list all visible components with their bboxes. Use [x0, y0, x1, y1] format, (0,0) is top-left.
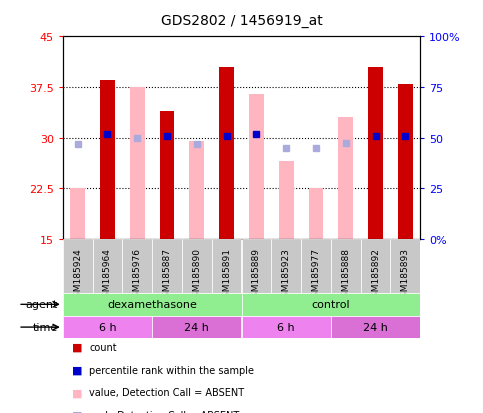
Bar — [63, 293, 242, 316]
Bar — [93, 240, 122, 293]
Text: 24 h: 24 h — [363, 322, 388, 332]
Text: 6 h: 6 h — [99, 322, 116, 332]
Text: ■: ■ — [72, 410, 83, 413]
Text: ■: ■ — [72, 342, 83, 352]
Bar — [331, 316, 420, 339]
Bar — [398, 84, 413, 240]
Bar — [279, 162, 294, 240]
Bar — [361, 240, 390, 293]
Text: value, Detection Call = ABSENT: value, Detection Call = ABSENT — [89, 387, 244, 397]
Text: dexamethasone: dexamethasone — [107, 299, 197, 310]
Text: GSM185892: GSM185892 — [371, 248, 380, 302]
Text: agent: agent — [26, 299, 58, 310]
Bar — [390, 240, 420, 293]
Bar — [100, 81, 115, 240]
Bar — [70, 189, 85, 240]
Bar — [368, 68, 383, 240]
Bar — [152, 316, 242, 339]
Text: percentile rank within the sample: percentile rank within the sample — [89, 365, 255, 375]
Bar — [122, 240, 152, 293]
Text: time: time — [33, 322, 58, 332]
Text: GSM185977: GSM185977 — [312, 248, 320, 302]
Text: GSM185888: GSM185888 — [341, 248, 350, 302]
Text: control: control — [312, 299, 350, 310]
Text: GSM185923: GSM185923 — [282, 248, 291, 302]
Bar — [301, 240, 331, 293]
Bar — [152, 240, 182, 293]
Bar — [212, 240, 242, 293]
Bar — [271, 240, 301, 293]
Text: rank, Detection Call = ABSENT: rank, Detection Call = ABSENT — [89, 410, 240, 413]
Bar — [242, 316, 331, 339]
Bar — [182, 240, 212, 293]
Text: ■: ■ — [72, 365, 83, 375]
Text: GSM185893: GSM185893 — [401, 248, 410, 302]
Bar — [219, 68, 234, 240]
Bar — [130, 88, 145, 240]
Text: count: count — [89, 342, 117, 352]
Text: ■: ■ — [72, 387, 83, 397]
Bar — [63, 240, 93, 293]
Text: 6 h: 6 h — [277, 322, 295, 332]
Bar — [159, 112, 174, 240]
Text: GSM185924: GSM185924 — [73, 248, 82, 302]
Text: GSM185890: GSM185890 — [192, 248, 201, 302]
Bar — [189, 142, 204, 240]
Text: 24 h: 24 h — [185, 322, 209, 332]
Bar — [242, 293, 420, 316]
Bar — [309, 189, 324, 240]
Text: GSM185889: GSM185889 — [252, 248, 261, 302]
Text: GSM185964: GSM185964 — [103, 248, 112, 302]
Bar — [63, 316, 152, 339]
Text: GSM185891: GSM185891 — [222, 248, 231, 302]
Bar — [249, 95, 264, 240]
Text: GSM185887: GSM185887 — [163, 248, 171, 302]
Text: GSM185976: GSM185976 — [133, 248, 142, 302]
Bar — [338, 118, 353, 240]
Bar — [242, 240, 271, 293]
Bar — [331, 240, 361, 293]
Text: GDS2802 / 1456919_at: GDS2802 / 1456919_at — [161, 14, 322, 28]
